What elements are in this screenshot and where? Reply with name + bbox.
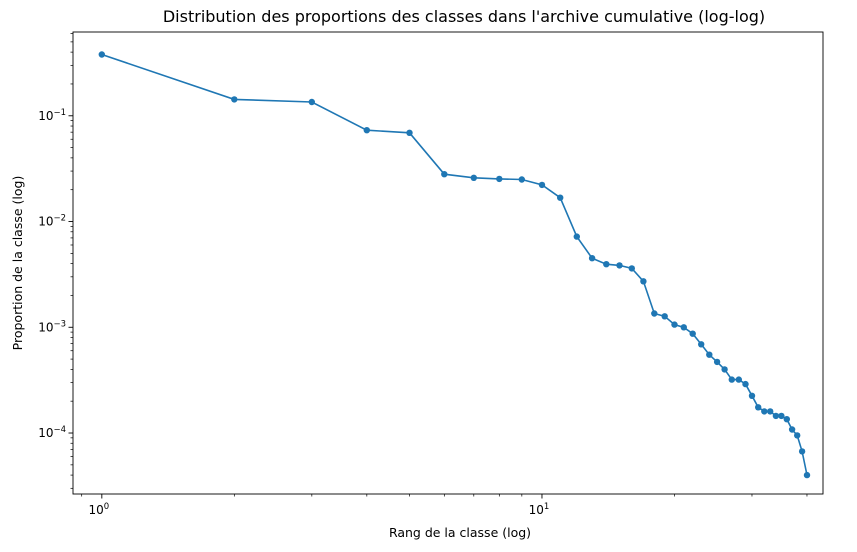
data-point [721, 366, 728, 373]
data-point [651, 310, 658, 317]
chart-title: Distribution des proportions des classes… [163, 7, 765, 26]
data-point [761, 408, 768, 415]
data-point [98, 51, 106, 58]
y-tick-label: 10−4 [38, 425, 66, 440]
series-points [98, 51, 811, 479]
data-point [803, 471, 811, 479]
data-point [518, 176, 525, 183]
data-point [748, 392, 756, 399]
data-point [661, 313, 668, 320]
data-point [573, 233, 580, 240]
data-point [689, 330, 696, 337]
data-point [798, 448, 806, 455]
data-point [713, 358, 721, 366]
y-tick-label: 10−2 [38, 214, 66, 229]
data-point [538, 181, 546, 189]
data-point [640, 278, 647, 285]
data-point [308, 98, 315, 106]
y-tick-label: 10−3 [38, 319, 66, 334]
data-point [628, 265, 635, 272]
plot-frame [72, 31, 824, 495]
data-point [794, 432, 801, 439]
data-point [778, 412, 785, 420]
x-tick-label: 100 [88, 502, 109, 517]
data-point [588, 255, 596, 262]
data-point [742, 380, 749, 388]
data-point [470, 174, 477, 181]
data-point [772, 412, 780, 420]
data-point [557, 194, 564, 201]
x-axis-label: Rang de la classe (log) [389, 525, 531, 540]
data-point [783, 416, 790, 423]
x-axis-ticks: 100 101 [81, 494, 808, 517]
data-point [363, 127, 370, 134]
y-axis-ticks: 10−4 10−3 10−2 10−1 [38, 33, 73, 489]
data-point [728, 376, 735, 383]
y-tick-label: 10−1 [38, 108, 66, 123]
data-point [755, 404, 762, 411]
data-point [406, 129, 413, 136]
x-tick-label: 101 [529, 502, 550, 517]
data-point [671, 321, 678, 328]
y-axis-label: Proportion de la classe (log) [10, 176, 25, 351]
data-point [698, 341, 705, 348]
data-point [616, 262, 623, 269]
data-point [496, 175, 503, 183]
data-point [788, 426, 796, 433]
data-point [735, 376, 742, 383]
data-point [603, 261, 610, 268]
series-line [101, 53, 808, 476]
data-point [231, 96, 238, 103]
data-point [706, 351, 713, 358]
data-point [680, 324, 687, 331]
data-point [767, 408, 774, 415]
data-point [441, 171, 448, 178]
